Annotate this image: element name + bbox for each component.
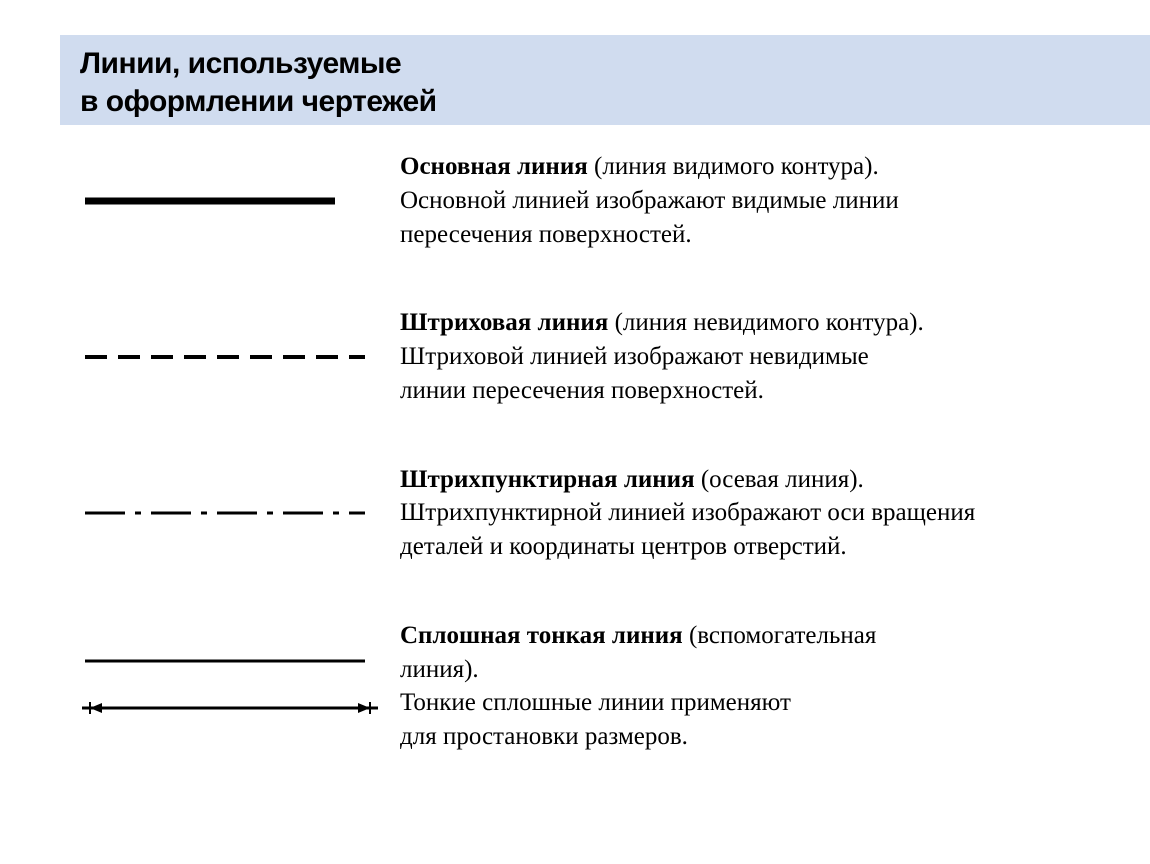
title-line-2: в оформлении чертежей [80, 85, 437, 118]
desc-dashdot-line: Штрихпунктирная линия (осевая линия). Шт… [390, 463, 1110, 564]
sample-dashdot-line [80, 503, 390, 523]
desc-dashed-line: Штриховая линия (линия невидимого контур… [390, 306, 1110, 407]
line-desc-2: линии пересечения поверхностей. [400, 377, 764, 404]
line-types-list: Основная линия (линия видимого контура).… [0, 150, 1150, 774]
line-desc-1: Штриховой линией изображают невидимые [400, 343, 869, 370]
desc-main-line: Основная линия (линия видимого контура).… [390, 150, 1110, 251]
dashdot-line-icon [80, 503, 370, 523]
line-type-row-thin: Сплошная тонкая линия (вспомогательная л… [0, 619, 1150, 754]
title-line-1: Линии, используемые [80, 47, 401, 80]
line-name: Сплошная тонкая линия [400, 622, 683, 649]
line-name: Штрихпунктирная линия [400, 466, 695, 493]
line-desc-2: пересечения поверхностей. [400, 221, 692, 248]
line-desc-1: Штрихпунктирной линией изображают оси вр… [400, 499, 975, 526]
line-type-row-main: Основная линия (линия видимого контура).… [0, 150, 1150, 251]
line-name: Штриховая линия [400, 309, 608, 336]
dimension-line-icon [80, 698, 380, 718]
sample-main-line [80, 191, 390, 211]
line-paren-2: линия). [400, 656, 479, 683]
line-name: Основная линия [400, 153, 588, 180]
desc-thin-line: Сплошная тонкая линия (вспомогательная л… [390, 619, 1110, 754]
main-line-icon [80, 191, 340, 211]
thin-line-icon [80, 654, 370, 668]
line-type-row-dashdot: Штрихпунктирная линия (осевая линия). Шт… [0, 463, 1150, 564]
line-desc-2: деталей и координаты центров отверстий. [400, 533, 847, 560]
sample-dashed-line [80, 347, 390, 367]
line-desc-1: Тонкие сплошные линии применяют [400, 689, 791, 716]
sample-thin-line [80, 654, 390, 718]
line-paren: (осевая линия). [701, 466, 864, 493]
line-paren: (линия невидимого контура). [615, 309, 924, 336]
line-desc-1: Основной линией изображают видимые линии [400, 187, 899, 214]
line-paren: (вспомогательная [689, 622, 876, 649]
page-title: Линии, используемые в оформлении чертеже… [80, 45, 437, 120]
dashed-line-icon [80, 347, 370, 367]
line-type-row-dashed: Штриховая линия (линия невидимого контур… [0, 306, 1150, 407]
line-paren: (линия видимого контура). [594, 153, 879, 180]
line-desc-2: для простановки размеров. [400, 723, 688, 750]
